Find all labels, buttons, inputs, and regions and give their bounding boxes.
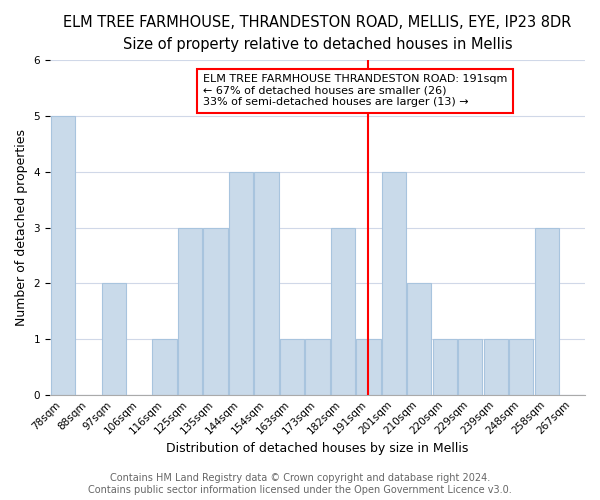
Bar: [203, 228, 227, 394]
Title: ELM TREE FARMHOUSE, THRANDESTON ROAD, MELLIS, EYE, IP23 8DR
Size of property rel: ELM TREE FARMHOUSE, THRANDESTON ROAD, ME…: [63, 15, 572, 52]
X-axis label: Distribution of detached houses by size in Mellis: Distribution of detached houses by size …: [166, 442, 469, 455]
Bar: [305, 339, 329, 394]
Bar: [458, 339, 482, 394]
Bar: [433, 339, 457, 394]
Bar: [509, 339, 533, 394]
Bar: [178, 228, 202, 394]
Bar: [229, 172, 253, 394]
Bar: [280, 339, 304, 394]
Bar: [152, 339, 176, 394]
Text: ELM TREE FARMHOUSE THRANDESTON ROAD: 191sqm
← 67% of detached houses are smaller: ELM TREE FARMHOUSE THRANDESTON ROAD: 191…: [203, 74, 507, 108]
Y-axis label: Number of detached properties: Number of detached properties: [15, 129, 28, 326]
Bar: [484, 339, 508, 394]
Bar: [407, 284, 431, 395]
Bar: [50, 116, 75, 394]
Bar: [382, 172, 406, 394]
Bar: [356, 339, 380, 394]
Bar: [331, 228, 355, 394]
Bar: [254, 172, 278, 394]
Text: Contains HM Land Registry data © Crown copyright and database right 2024.
Contai: Contains HM Land Registry data © Crown c…: [88, 474, 512, 495]
Bar: [535, 228, 559, 394]
Bar: [101, 284, 126, 395]
